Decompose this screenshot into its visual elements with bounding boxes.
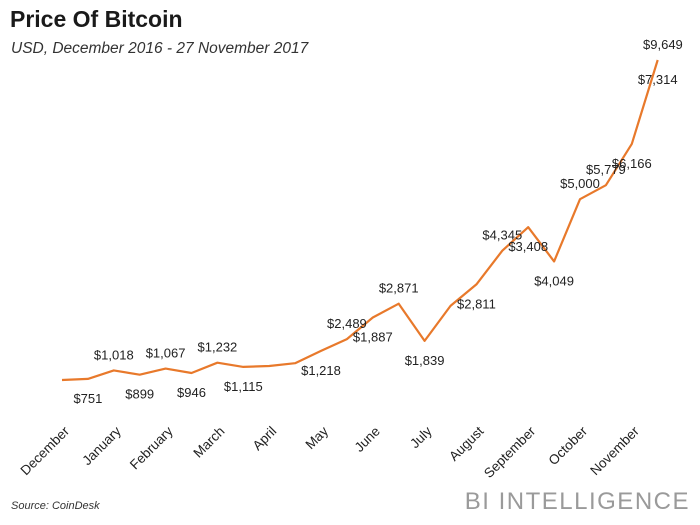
brand-logo: BI INTELLIGENCE [464, 488, 690, 515]
x-tick-label: September [481, 423, 539, 481]
x-tick-label: June [352, 424, 383, 455]
data-label: $1,067 [146, 346, 186, 361]
data-label: $4,049 [534, 273, 574, 288]
series-line-layer [61, 59, 659, 382]
data-label: $7,314 [638, 72, 678, 87]
data-label: $899 [125, 387, 154, 402]
data-label: $6,166 [612, 156, 652, 171]
data-label: $2,811 [457, 296, 496, 311]
data-label: $751 [73, 391, 102, 406]
x-tick-label: December [17, 423, 72, 478]
data-label: $1,232 [198, 340, 238, 355]
source-note: Source: CoinDesk [11, 500, 100, 512]
data-label: $2,871 [379, 281, 419, 296]
x-tick-label: May [302, 423, 331, 452]
bitcoin-price-line [61, 59, 659, 382]
data-label: $9,649 [643, 37, 683, 52]
data-label: $1,218 [301, 363, 341, 378]
data-label: $1,887 [353, 330, 393, 345]
data-label: $4,345 [482, 228, 522, 243]
x-tick-label: March [190, 424, 227, 461]
data-label: $946 [177, 385, 206, 400]
x-axis-ticks: December January February March April May June… [17, 423, 642, 481]
data-label: $3,408 [508, 239, 548, 254]
x-tick-label: November [587, 423, 642, 478]
x-tick-label: April [250, 424, 280, 454]
data-label: $1,115 [224, 379, 263, 394]
chart-subtitle: USD, December 2016 - 27 November 2017 [11, 40, 309, 57]
chart-title: Price Of Bitcoin [10, 6, 183, 32]
data-label: $2,489 [327, 316, 367, 331]
data-label: $1,018 [94, 347, 134, 362]
data-label: $1,839 [405, 353, 445, 368]
data-label: $5,000 [560, 176, 600, 191]
x-tick-label: October [546, 423, 591, 468]
x-tick-label: February [127, 423, 176, 472]
data-label-layer: $751 $1,018 $899 $1,067 $946 $1,232 $1,115 $1,2… [73, 37, 682, 406]
x-tick-label: August [446, 423, 487, 464]
x-tick-label: July [407, 423, 435, 451]
x-tick-label: January [79, 423, 124, 468]
data-label: $5,779 [586, 162, 626, 177]
